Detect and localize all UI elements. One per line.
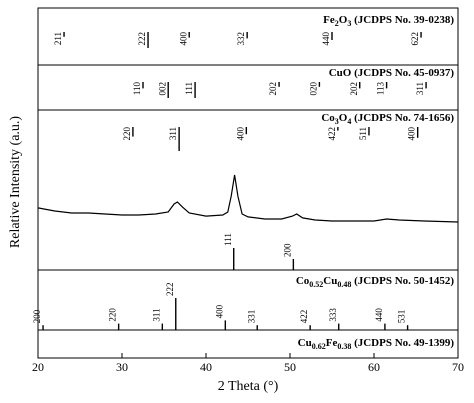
title-part: 0.52: [309, 280, 323, 289]
hkl-label: 311: [168, 127, 178, 140]
hkl-label: 110: [132, 82, 142, 96]
title-part: 2: [335, 19, 339, 28]
hkl-label: 111: [184, 82, 194, 95]
title-part: O: [339, 14, 348, 26]
x-tick-label: 50: [284, 360, 296, 374]
hkl-label: 440: [321, 32, 331, 46]
title-part: CuO (JCDPS No. 45-0937): [329, 67, 455, 79]
hkl-label: 311: [415, 82, 425, 95]
title-part: Co: [321, 112, 335, 124]
hkl-label: 331: [246, 310, 256, 324]
hkl-label: 333: [328, 308, 338, 322]
hkl-label: 200: [282, 243, 292, 257]
panel-title: Fe2O3 (JCDPS No. 39-0238): [323, 14, 454, 29]
hkl-label: 222: [165, 283, 175, 297]
hkl-label: 113: [376, 82, 386, 96]
panel-title: Co0.52Cu0.48 (JCDPS No. 50-1452): [296, 275, 455, 290]
hkl-label: 400: [178, 32, 188, 46]
title-part: Cu: [298, 337, 312, 349]
title-part: 0.48: [337, 280, 351, 289]
title-part: Cu: [323, 275, 337, 287]
hkl-label: 222: [137, 32, 147, 46]
hkl-label: 622: [410, 32, 420, 46]
hkl-label: 020: [308, 82, 318, 96]
title-part: (JCDPS No. 50-1452): [351, 275, 454, 287]
hkl-label: 311: [151, 308, 161, 321]
hkl-label: 440: [374, 308, 384, 322]
title-part: Co: [296, 275, 310, 287]
hkl-label: 202: [349, 82, 359, 96]
title-part: O: [339, 112, 348, 124]
title-part: Fe: [323, 14, 335, 26]
title-part: 0.38: [337, 342, 351, 351]
hkl-label: 422: [299, 310, 309, 324]
title-part: 4: [347, 117, 351, 126]
pattern-line: [37, 174, 459, 223]
title-part: 0.62: [312, 342, 326, 351]
hkl-label: 200: [32, 309, 42, 323]
title-part: (JCDPS No. 49-1399): [351, 337, 454, 349]
title-part: (JCDPS No. 74-1656): [351, 112, 454, 124]
title-part: 3: [347, 19, 351, 28]
panel-title: Co3O4 (JCDPS No. 74-1656): [321, 112, 454, 127]
hkl-label: 111: [223, 233, 233, 246]
hkl-label: 400: [235, 127, 245, 141]
title-part: 3: [335, 117, 339, 126]
hkl-label: 422: [327, 127, 337, 141]
title-part: Fe: [326, 337, 338, 349]
frame: [37, 7, 459, 359]
title-part: (JCDPS No. 39-0238): [351, 14, 454, 26]
hkl-label: 332: [236, 32, 246, 46]
hkl-label: 220: [122, 127, 132, 141]
hkl-label: 202: [268, 82, 278, 96]
hkl-label: 220: [108, 308, 118, 322]
hkl-label: 400: [214, 304, 224, 318]
x-tick-label: 60: [368, 360, 380, 374]
hkl-label: 211: [53, 32, 63, 45]
panel-title: Cu0.62Fe0.38 (JCDPS No. 49-1399): [298, 337, 455, 352]
x-tick-label: 40: [200, 360, 212, 374]
hkl-label: 531: [397, 310, 407, 324]
y-axis-label: Relative Intensity (a.u.): [8, 116, 23, 249]
hkl-label: 400: [407, 127, 417, 141]
hkl-label: 511: [358, 127, 368, 140]
panel-title: CuO (JCDPS No. 45-0937): [329, 67, 455, 79]
x-tick-label: 20: [32, 360, 44, 374]
x-tick-label: 70: [452, 360, 464, 374]
x-axis-label: 2 Theta (°): [218, 379, 279, 394]
x-tick-label: 30: [116, 360, 128, 374]
hkl-label: 002: [157, 82, 167, 96]
